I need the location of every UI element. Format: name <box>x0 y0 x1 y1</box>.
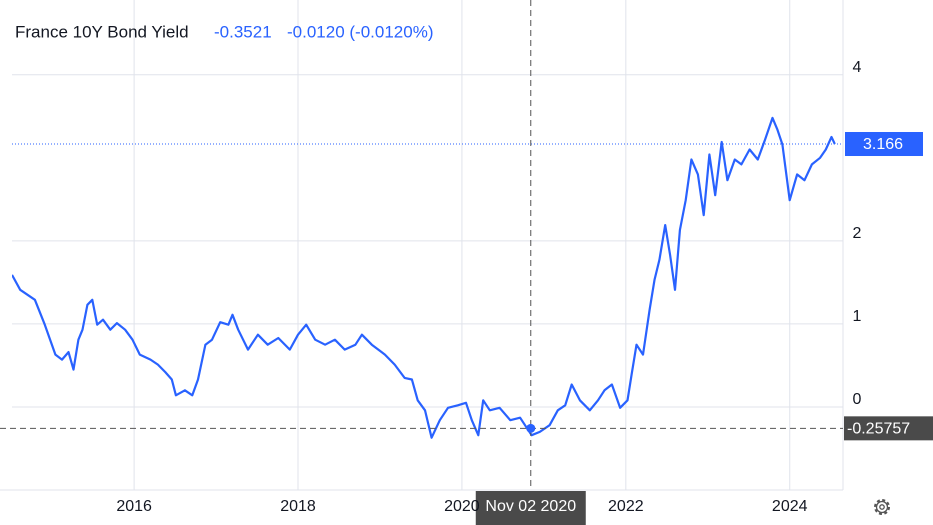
header-value: -0.3521 <box>214 22 272 41</box>
plot-area <box>12 116 836 439</box>
crosshair-x-label: Nov 02 2020 <box>485 498 576 515</box>
x-tick-label: 2022 <box>608 498 644 515</box>
chart-title: France 10Y Bond Yield <box>15 22 189 41</box>
y-tick-label: 2 <box>853 225 862 242</box>
crosshair-dot <box>526 423 536 433</box>
y-tick-label: 4 <box>853 59 862 76</box>
last-value-label: 3.166 <box>863 136 903 153</box>
gear-hole <box>879 504 885 510</box>
y-tick-label: 1 <box>853 308 862 325</box>
grid <box>12 0 843 490</box>
y-tick-label: 0 <box>853 391 862 408</box>
crosshair-y-tag <box>844 416 933 441</box>
gear-teeth <box>874 499 890 515</box>
series-line <box>12 116 836 439</box>
crosshair-x-tag <box>475 491 586 525</box>
x-tick-label: 2016 <box>116 498 152 515</box>
settings-icon[interactable] <box>874 499 890 515</box>
x-tick-label: 2018 <box>280 498 316 515</box>
x-tick-label: 2020 <box>444 498 480 515</box>
x-tick-label: 2024 <box>772 498 808 515</box>
last-value-tag <box>845 132 923 157</box>
header-change: -0.0120 (-0.0120%) <box>287 22 433 41</box>
gear-body <box>875 500 889 514</box>
crosshair-y-label: -0.25757 <box>847 421 910 438</box>
